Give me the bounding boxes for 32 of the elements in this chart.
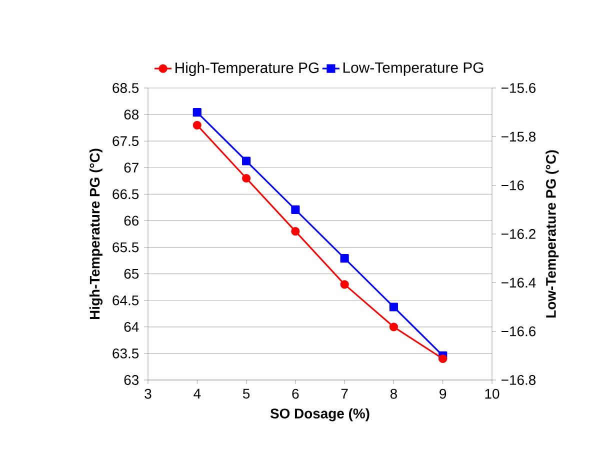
y2-tick-label: −16.4 — [502, 278, 536, 288]
y-tick-label: 63 — [124, 375, 139, 385]
x-tick-label: 3 — [144, 388, 152, 399]
y-tick-label: 68 — [124, 110, 139, 120]
y-tick-label: 67 — [124, 162, 138, 173]
x-tick-label: 6 — [292, 388, 299, 399]
y-tick-label: 65.5 — [112, 242, 139, 252]
y2-axis-title: Low-Temperature PG (°C) — [546, 150, 559, 318]
x-tick-label: 5 — [242, 388, 250, 399]
y2-tick-label: −16.6 — [502, 326, 536, 336]
y-tick-label: 64.5 — [112, 295, 139, 306]
y2-tick-label: −15.6 — [502, 83, 536, 93]
y-tick-label: 68.5 — [112, 83, 139, 93]
y-tick-label: 65 — [124, 268, 139, 279]
legend-label: High-Temperature PG — [176, 62, 319, 76]
y-tick-label: 63.5 — [112, 348, 139, 358]
x-tick-label: 9 — [440, 388, 446, 399]
x-tick-label: 7 — [341, 388, 348, 398]
y2-tick-label: −16.8 — [502, 375, 536, 385]
x-tick-label: 4 — [194, 388, 201, 398]
y-tick-label: 64 — [124, 322, 139, 332]
y-tick-label: 67.5 — [112, 136, 139, 146]
y-axis-title: High-Temperature PG (°C) — [89, 148, 103, 320]
x-tick-label: 10 — [485, 388, 500, 399]
y2-tick-label: −15.8 — [502, 132, 536, 142]
y2-tick-label: −16.2 — [502, 229, 536, 239]
x-axis-title: SO Dosage (%) — [270, 408, 370, 422]
legend-label: Low-Temperature PG — [343, 62, 484, 76]
y2-tick-label: −16 — [502, 180, 524, 190]
y-tick-label: 66.5 — [112, 189, 139, 200]
x-tick-label: 8 — [390, 388, 397, 399]
y-tick-label: 66 — [124, 216, 139, 226]
